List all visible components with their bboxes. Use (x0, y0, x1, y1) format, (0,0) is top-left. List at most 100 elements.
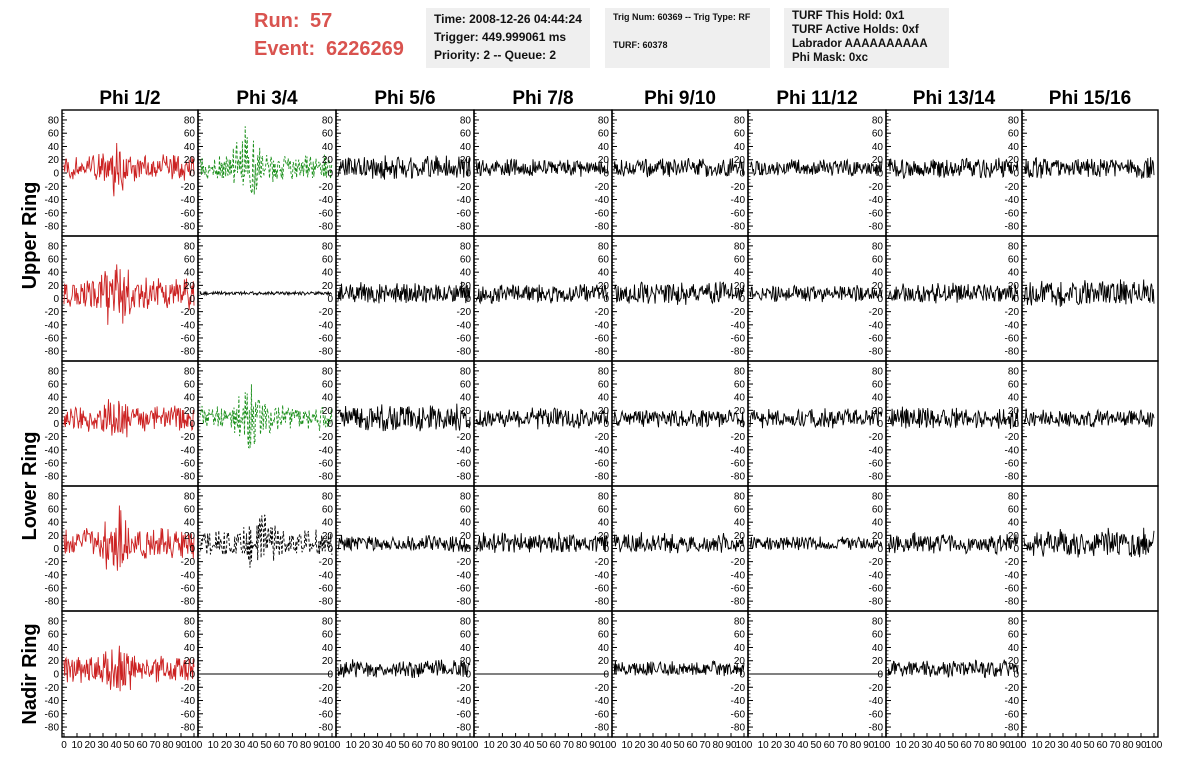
waveform-trace (613, 532, 745, 554)
y-tick-label: 80 (1008, 115, 1020, 126)
panel-frame (611, 235, 749, 362)
waveform-trace (887, 282, 1019, 304)
x-tick-label: 70 (425, 740, 437, 751)
waveform-trace (887, 157, 1019, 180)
y-tick-label: -60 (319, 458, 334, 469)
x-tick-label: 80 (576, 740, 588, 751)
y-tick-label: 80 (460, 616, 472, 627)
panel-frame (473, 235, 613, 362)
y-tick-label: 80 (460, 115, 472, 126)
y-tick-label: 80 (1008, 616, 1020, 627)
y-tick-label: 40 (872, 393, 884, 404)
y-tick-label: 0 (327, 544, 333, 555)
y-tick-label: 60 (184, 505, 196, 516)
x-tick-label: 90 (313, 740, 325, 751)
y-tick-label: -20 (731, 683, 746, 694)
waveform-trace (63, 264, 195, 325)
y-tick-label: 40 (460, 643, 472, 654)
y-tick-label: -20 (45, 683, 60, 694)
waveform-trace (887, 659, 1019, 679)
y-tick-label: -20 (319, 307, 334, 318)
y-tick-label: 80 (734, 241, 746, 252)
y-tick-label: -60 (595, 208, 610, 219)
y-tick-label: -20 (457, 307, 472, 318)
y-tick-label: -40 (319, 445, 334, 456)
y-tick-label: 0 (327, 670, 333, 681)
y-tick-label: -60 (181, 458, 196, 469)
y-tick-label: -80 (181, 472, 196, 483)
y-tick-label: 40 (598, 518, 610, 529)
y-tick-label: 80 (872, 366, 884, 377)
y-tick-label: -80 (457, 723, 472, 734)
y-tick-label: -40 (45, 445, 60, 456)
x-tick-label: 80 (300, 740, 312, 751)
x-tick-label: 20 (1044, 740, 1056, 751)
y-tick-label: -80 (319, 723, 334, 734)
x-tick-label: 10 (895, 740, 907, 751)
waveform-trace (337, 281, 471, 304)
y-tick-label: -60 (1005, 458, 1020, 469)
y-tick-label: 60 (322, 129, 334, 140)
y-tick-label: -40 (731, 445, 746, 456)
y-tick-label: 60 (322, 255, 334, 266)
time-text: Time: 2008-12-26 04:44:24 (434, 12, 582, 26)
y-tick-label: 40 (598, 643, 610, 654)
x-tick-label: 40 (110, 740, 122, 751)
y-tick-label: -60 (457, 333, 472, 344)
waveform-trace (337, 659, 471, 679)
y-tick-label: -40 (731, 195, 746, 206)
y-tick-label: 0 (327, 169, 333, 180)
y-tick-label: 20 (322, 656, 334, 667)
waveform-trace (750, 158, 883, 178)
y-tick-label: 60 (322, 505, 334, 516)
y-tick-label: 40 (48, 142, 60, 153)
y-tick-label: 20 (48, 656, 60, 667)
x-tick-label: 90 (999, 740, 1011, 751)
column-title: Phi 15/16 (1049, 88, 1131, 109)
y-tick-label: 40 (1008, 142, 1020, 153)
panel-frame (611, 485, 749, 612)
y-tick-label: -60 (319, 333, 334, 344)
waveform-trace (199, 384, 333, 449)
y-tick-label: 80 (48, 115, 60, 126)
y-tick-label: 40 (322, 518, 334, 529)
y-tick-label: 0 (189, 169, 195, 180)
x-tick-label: 20 (84, 740, 96, 751)
y-tick-label: 60 (48, 380, 60, 391)
x-tick-label: 50 (398, 740, 410, 751)
y-tick-label: -80 (45, 347, 60, 358)
y-tick-label: 0 (739, 419, 745, 430)
panel-frame (197, 360, 337, 487)
y-tick-label: -20 (181, 307, 196, 318)
y-tick-label: 20 (322, 281, 334, 292)
y-tick-label: -80 (1005, 597, 1020, 608)
y-tick-label: -60 (731, 709, 746, 720)
y-tick-label: 20 (734, 281, 746, 292)
x-tick-label: 50 (673, 740, 685, 751)
x-tick-label: 70 (1109, 740, 1121, 751)
y-tick-label: -80 (869, 597, 884, 608)
y-tick-label: 80 (322, 115, 334, 126)
y-tick-label: 0 (877, 169, 883, 180)
x-tick-label: 60 (136, 740, 148, 751)
y-tick-label: -20 (595, 307, 610, 318)
y-tick-label: 80 (460, 366, 472, 377)
time-info-box: Time: 2008-12-26 04:44:24 Trigger: 449.9… (426, 8, 590, 68)
x-tick-label: 20 (634, 740, 646, 751)
y-tick-label: 80 (734, 366, 746, 377)
y-tick-label: 20 (460, 155, 472, 166)
y-tick-label: 40 (322, 393, 334, 404)
x-tick-label: 40 (1070, 740, 1082, 751)
x-tick-label: 20 (359, 740, 371, 751)
y-tick-label: 20 (1008, 406, 1020, 417)
y-tick-label: 60 (460, 630, 472, 641)
x-tick-label: 30 (784, 740, 796, 751)
y-tick-label: 20 (1008, 656, 1020, 667)
y-tick-label: 40 (872, 268, 884, 279)
y-tick-label: -60 (595, 583, 610, 594)
y-tick-label: 20 (460, 531, 472, 542)
y-tick-label: 0 (603, 169, 609, 180)
priority-text: Priority: 2 -- Queue: 2 (434, 48, 557, 62)
y-tick-label: -80 (457, 597, 472, 608)
